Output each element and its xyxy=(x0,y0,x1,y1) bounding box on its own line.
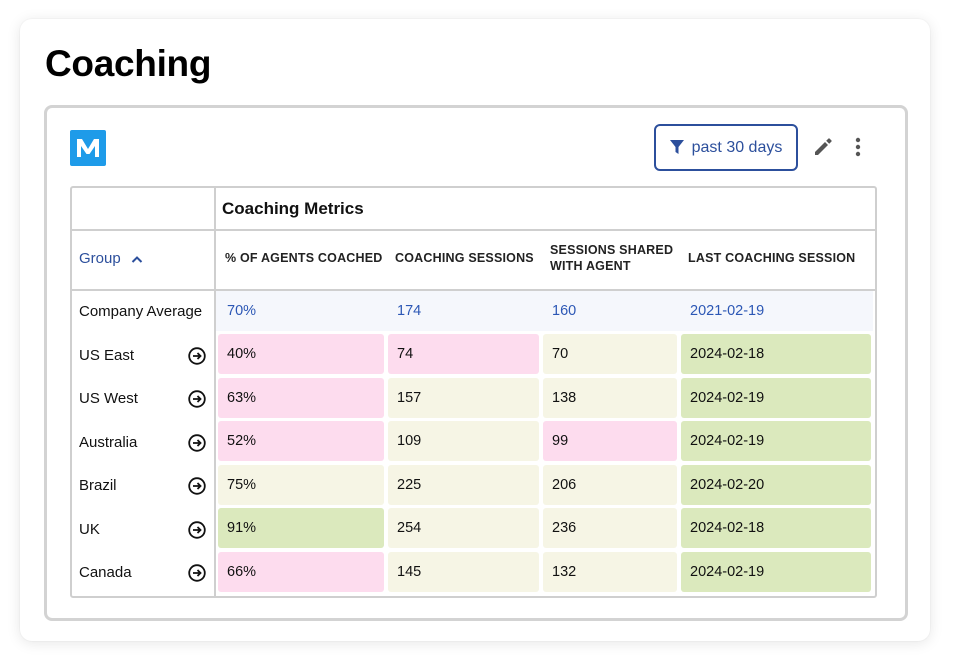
date-filter-button[interactable]: past 30 days xyxy=(654,124,798,171)
row-divider xyxy=(72,289,875,291)
pencil-icon[interactable] xyxy=(812,136,834,158)
row-label-uk: UK xyxy=(79,521,100,538)
row-label-us-west: US West xyxy=(79,390,138,407)
page-title: Coaching xyxy=(45,43,212,84)
coaching-card: Coaching past 30 days Coaching M xyxy=(20,19,930,641)
arrow-circle-right-icon[interactable] xyxy=(188,521,206,539)
brazil-last-session: 2024-02-20 xyxy=(681,465,871,505)
row-label-brazil: Brazil xyxy=(79,477,117,494)
us-west-agents-coached: 63% xyxy=(218,378,384,418)
filter-label: past 30 days xyxy=(691,138,783,156)
row-label-us-east: US East xyxy=(79,347,135,364)
uk-agents-coached: 91% xyxy=(218,508,384,548)
average-last-session: 2021-02-19 xyxy=(690,303,765,319)
row-divider xyxy=(72,229,875,231)
us-west-coaching-sessions: 157 xyxy=(388,378,539,418)
arrow-circle-right-icon[interactable] xyxy=(188,477,206,495)
filter-icon xyxy=(669,140,684,154)
section-title: Coaching Metrics xyxy=(222,199,364,218)
arrow-circle-right-icon[interactable] xyxy=(188,347,206,365)
brazil-sessions-shared: 206 xyxy=(543,465,677,505)
app-logo xyxy=(70,130,106,166)
column-header-last-session: LAST COACHING SESSION xyxy=(688,251,856,265)
company-average-row-bg xyxy=(216,291,873,331)
us-east-coaching-sessions: 74 xyxy=(388,334,539,374)
arrow-circle-right-icon[interactable] xyxy=(188,564,206,582)
column-divider xyxy=(214,188,216,596)
average-coaching-sessions: 174 xyxy=(397,303,422,319)
us-east-agents-coached: 40% xyxy=(218,334,384,374)
australia-coaching-sessions: 109 xyxy=(388,421,539,461)
us-east-sessions-shared: 70 xyxy=(543,334,677,374)
chevron-up-icon xyxy=(131,255,142,263)
logo-m-icon xyxy=(77,139,99,157)
canada-agents-coached: 66% xyxy=(218,552,384,592)
average-sessions-shared: 160 xyxy=(552,303,577,319)
australia-last-session: 2024-02-19 xyxy=(681,421,871,461)
company-average-label: Company Average xyxy=(79,303,203,320)
canada-last-session: 2024-02-19 xyxy=(681,552,871,592)
brazil-agents-coached: 75% xyxy=(218,465,384,505)
arrow-circle-right-icon[interactable] xyxy=(188,434,206,452)
row-label-canada: Canada xyxy=(79,564,132,581)
uk-last-session: 2024-02-18 xyxy=(681,508,871,548)
uk-coaching-sessions: 254 xyxy=(388,508,539,548)
arrow-circle-right-icon[interactable] xyxy=(188,390,206,408)
row-label-australia: Australia xyxy=(79,434,138,451)
group-header-label: Group xyxy=(79,250,121,267)
australia-agents-coached: 52% xyxy=(218,421,384,461)
canada-sessions-shared: 132 xyxy=(543,552,677,592)
average-agents-coached: 70% xyxy=(227,303,257,319)
uk-sessions-shared: 236 xyxy=(543,508,677,548)
us-west-sessions-shared: 138 xyxy=(543,378,677,418)
column-header-agents-coached: % OF AGENTS COACHED xyxy=(225,251,383,265)
more-vertical-icon[interactable] xyxy=(853,136,863,158)
us-east-last-session: 2024-02-18 xyxy=(681,334,871,374)
column-header-coaching-sessions: COACHING SESSIONS xyxy=(395,251,534,265)
coaching-widget: past 30 days Coaching Metrics Group % OF… xyxy=(44,105,908,621)
brazil-coaching-sessions: 225 xyxy=(388,465,539,505)
us-west-last-session: 2024-02-19 xyxy=(681,378,871,418)
column-header-sessions-shared: SESSIONS SHARED WITH AGENT xyxy=(550,243,674,273)
group-sort-header[interactable]: Group xyxy=(79,250,143,267)
coaching-metrics-table: Coaching Metrics Group % OF AGENTS COACH… xyxy=(70,186,877,598)
canada-coaching-sessions: 145 xyxy=(388,552,539,592)
australia-sessions-shared: 99 xyxy=(543,421,677,461)
